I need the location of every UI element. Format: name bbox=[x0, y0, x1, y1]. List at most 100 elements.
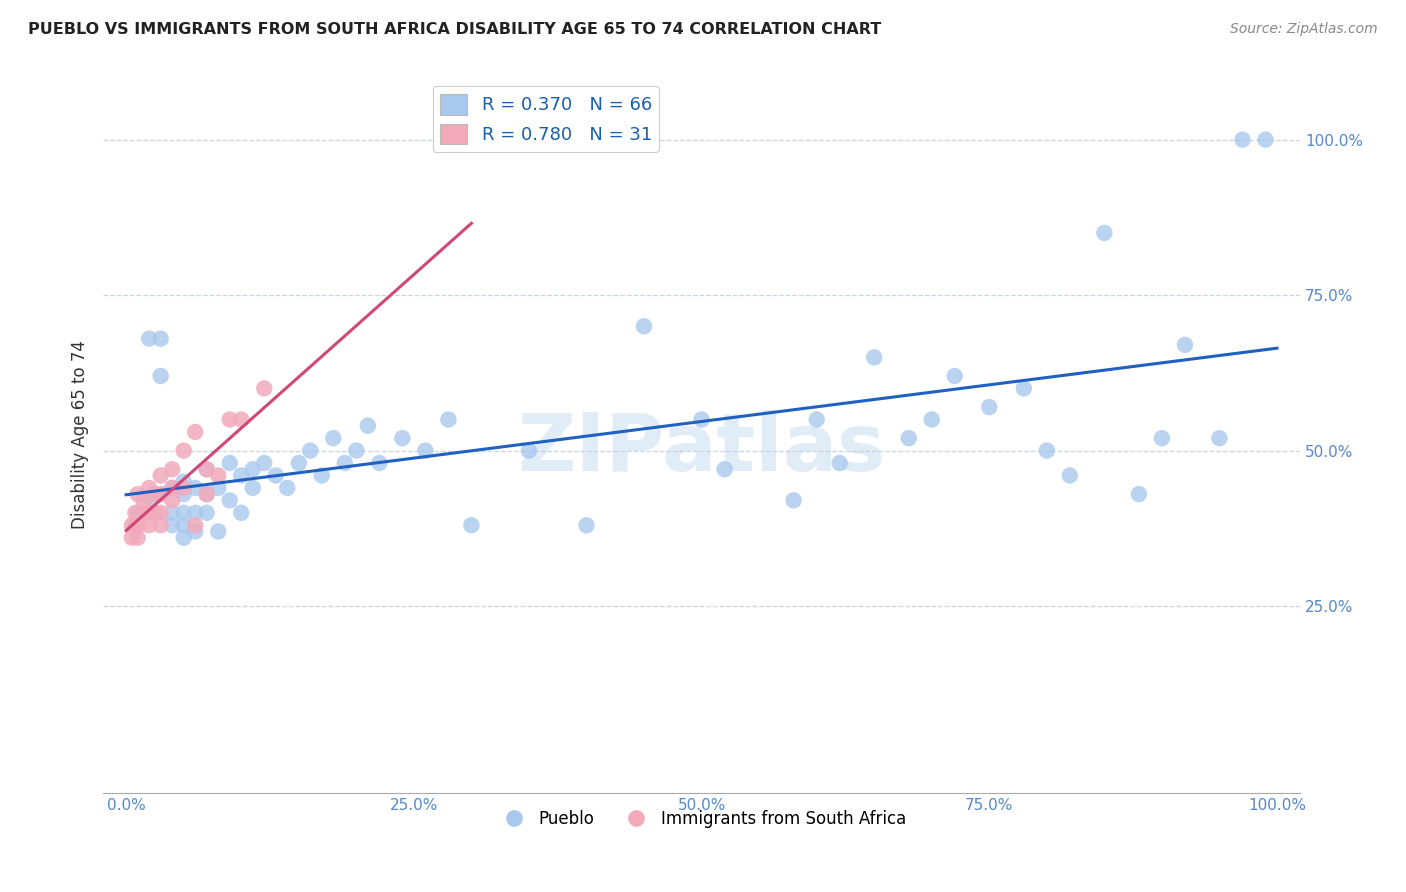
Point bbox=[333, 456, 356, 470]
Point bbox=[160, 481, 183, 495]
Point bbox=[218, 493, 240, 508]
Point bbox=[143, 487, 166, 501]
Point bbox=[138, 481, 160, 495]
Point bbox=[357, 418, 380, 433]
Point bbox=[782, 493, 804, 508]
Point bbox=[160, 506, 183, 520]
Point bbox=[1059, 468, 1081, 483]
Point bbox=[124, 518, 146, 533]
Point bbox=[575, 518, 598, 533]
Point bbox=[173, 443, 195, 458]
Point bbox=[231, 468, 253, 483]
Point bbox=[242, 462, 264, 476]
Point bbox=[207, 524, 229, 539]
Point bbox=[127, 487, 149, 501]
Point bbox=[322, 431, 344, 445]
Point bbox=[127, 531, 149, 545]
Legend: Pueblo, Immigrants from South Africa: Pueblo, Immigrants from South Africa bbox=[491, 803, 912, 834]
Point bbox=[415, 443, 437, 458]
Point bbox=[242, 481, 264, 495]
Point bbox=[897, 431, 920, 445]
Point bbox=[149, 368, 172, 383]
Point bbox=[921, 412, 943, 426]
Point bbox=[184, 425, 207, 439]
Point bbox=[1208, 431, 1230, 445]
Point bbox=[195, 462, 218, 476]
Point bbox=[184, 524, 207, 539]
Point bbox=[173, 531, 195, 545]
Point bbox=[517, 443, 540, 458]
Point bbox=[690, 412, 713, 426]
Point bbox=[1232, 133, 1254, 147]
Point bbox=[195, 487, 218, 501]
Point bbox=[1036, 443, 1059, 458]
Point bbox=[943, 368, 966, 383]
Point bbox=[149, 518, 172, 533]
Point bbox=[132, 493, 155, 508]
Point bbox=[1092, 226, 1115, 240]
Y-axis label: Disability Age 65 to 74: Disability Age 65 to 74 bbox=[72, 341, 89, 530]
Point bbox=[173, 487, 195, 501]
Point bbox=[138, 518, 160, 533]
Point bbox=[1128, 487, 1150, 501]
Text: Source: ZipAtlas.com: Source: ZipAtlas.com bbox=[1230, 22, 1378, 37]
Point bbox=[1012, 381, 1035, 395]
Point bbox=[160, 493, 183, 508]
Point bbox=[1174, 338, 1197, 352]
Point bbox=[264, 468, 287, 483]
Point bbox=[160, 462, 183, 476]
Point bbox=[132, 506, 155, 520]
Point bbox=[437, 412, 460, 426]
Point bbox=[121, 531, 143, 545]
Point bbox=[299, 443, 322, 458]
Point bbox=[149, 506, 172, 520]
Point bbox=[207, 481, 229, 495]
Point bbox=[195, 487, 218, 501]
Point bbox=[138, 506, 160, 520]
Point bbox=[124, 506, 146, 520]
Point bbox=[368, 456, 391, 470]
Point bbox=[173, 506, 195, 520]
Point bbox=[806, 412, 828, 426]
Point bbox=[127, 506, 149, 520]
Point bbox=[863, 351, 886, 365]
Point bbox=[173, 481, 195, 495]
Text: PUEBLO VS IMMIGRANTS FROM SOUTH AFRICA DISABILITY AGE 65 TO 74 CORRELATION CHART: PUEBLO VS IMMIGRANTS FROM SOUTH AFRICA D… bbox=[28, 22, 882, 37]
Point bbox=[149, 332, 172, 346]
Point bbox=[160, 518, 183, 533]
Point bbox=[1150, 431, 1173, 445]
Point bbox=[184, 481, 207, 495]
Point bbox=[828, 456, 851, 470]
Text: ZIPatlas: ZIPatlas bbox=[517, 410, 886, 488]
Point bbox=[127, 518, 149, 533]
Point bbox=[231, 412, 253, 426]
Point bbox=[391, 431, 413, 445]
Point bbox=[344, 443, 367, 458]
Point bbox=[276, 481, 298, 495]
Point bbox=[173, 518, 195, 533]
Point bbox=[173, 475, 195, 489]
Point bbox=[231, 506, 253, 520]
Point bbox=[160, 481, 183, 495]
Point bbox=[138, 332, 160, 346]
Point bbox=[184, 518, 207, 533]
Point bbox=[138, 493, 160, 508]
Point bbox=[218, 456, 240, 470]
Point bbox=[713, 462, 735, 476]
Point bbox=[149, 487, 172, 501]
Point bbox=[149, 487, 172, 501]
Point bbox=[253, 456, 276, 470]
Point bbox=[633, 319, 655, 334]
Point bbox=[195, 506, 218, 520]
Point bbox=[253, 381, 276, 395]
Point bbox=[184, 506, 207, 520]
Point bbox=[143, 506, 166, 520]
Point bbox=[121, 518, 143, 533]
Point bbox=[1254, 133, 1277, 147]
Point bbox=[287, 456, 309, 470]
Point bbox=[460, 518, 482, 533]
Point bbox=[311, 468, 333, 483]
Point bbox=[218, 412, 240, 426]
Point bbox=[195, 462, 218, 476]
Point bbox=[149, 468, 172, 483]
